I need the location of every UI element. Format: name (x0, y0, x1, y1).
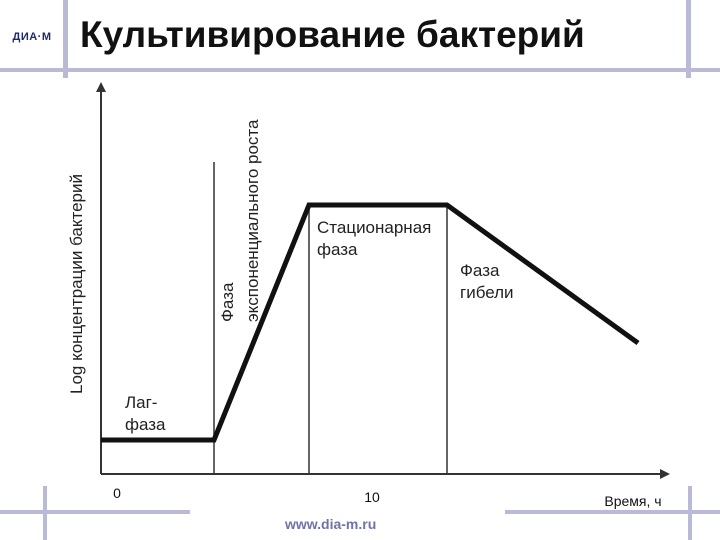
exponential-phase-label-line2: экспоненциального роста (243, 119, 262, 322)
stationary-phase-label-line1: Стационарная (317, 218, 431, 237)
y-axis-label: Log концентрации бактерий (67, 174, 86, 394)
lag-phase-label-line1: Лаг- (125, 393, 157, 412)
page-title: Культивирование бактерий (80, 14, 585, 55)
x-tick-0: 0 (113, 485, 121, 501)
death-phase-label-line2: гибели (460, 283, 514, 302)
x-axis-label: Время, ч (604, 493, 661, 509)
decor-bar-bottom-horizontal-right (505, 510, 720, 514)
decor-bar-top-horizontal (0, 68, 720, 72)
logo-text: ДИА·М (12, 31, 52, 43)
growth-curve (101, 202, 640, 443)
exponential-phase-label-line1: Фаза (218, 282, 237, 322)
decor-bar-bottom-right-vertical (688, 486, 692, 540)
decor-bar-top-right-vertical (686, 0, 691, 78)
decor-bar-bottom-horizontal-left (0, 510, 190, 514)
company-logo: ДИА·М (8, 26, 56, 48)
stationary-phase-label-line2: фаза (317, 240, 358, 259)
footer-website: www.dia-m.ru (285, 516, 377, 532)
decor-bar-top-left-vertical (63, 0, 68, 78)
x-tick-10: 10 (364, 489, 380, 505)
lag-phase-label-line2: фаза (125, 415, 166, 434)
death-phase-label-line1: Фаза (460, 261, 500, 280)
